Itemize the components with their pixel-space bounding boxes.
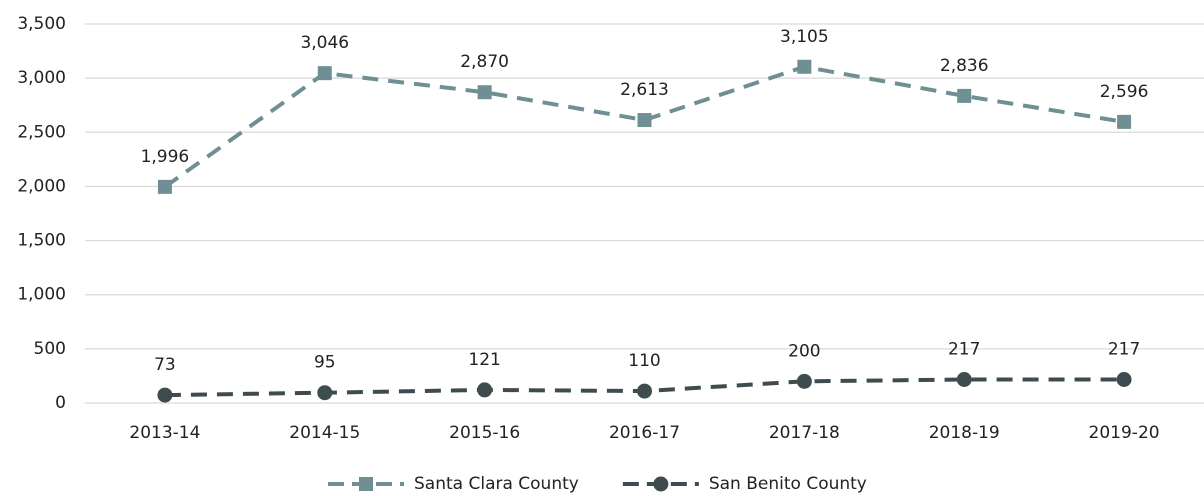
marker [797,59,812,74]
marker [637,383,652,399]
data-label: 217 [1108,340,1140,360]
marker [956,372,972,388]
data-label: 3,105 [780,27,829,47]
marker [157,387,173,403]
data-label: 95 [314,353,336,373]
data-label: 2,870 [460,52,509,72]
x-tick-label: 2019-20 [1089,423,1160,443]
data-label: 2,836 [940,56,989,76]
legend-label: Santa Clara County [414,474,579,494]
x-tick-label: 2018-19 [929,423,1000,443]
marker [796,373,812,389]
marker [157,179,172,194]
y-tick-label: 3,000 [17,68,66,88]
marker [957,88,972,103]
legend-marker [359,477,373,491]
data-label: 121 [468,350,500,370]
marker [477,85,492,100]
x-tick-label: 2017-18 [769,423,840,443]
x-tick-label: 2015-16 [449,423,520,443]
y-tick-label: 2,500 [17,122,66,142]
y-tick-label: 2,000 [17,176,66,196]
x-tick-label: 2014-15 [289,423,360,443]
marker [637,113,652,128]
y-tick-label: 3,500 [17,14,66,34]
data-label: 1,996 [141,147,190,167]
data-label: 217 [948,340,980,360]
marker [1116,372,1132,388]
y-tick-label: 1,500 [17,231,66,251]
data-label: 200 [788,341,820,361]
marker [1117,114,1132,129]
legend-label: San Benito County [709,474,867,494]
y-tick-label: 500 [34,339,66,359]
data-label: 73 [154,355,176,375]
legend-marker [653,476,669,492]
y-tick-label: 1,000 [17,285,66,305]
data-label: 2,613 [620,80,669,100]
y-tick-label: 0 [55,393,66,413]
marker [317,385,333,401]
marker [317,66,332,81]
data-label: 3,046 [300,33,349,53]
marker [477,382,493,398]
data-label: 2,596 [1100,82,1149,102]
x-tick-label: 2016-17 [609,423,680,443]
x-tick-label: 2013-14 [129,423,200,443]
data-label: 110 [628,351,660,371]
